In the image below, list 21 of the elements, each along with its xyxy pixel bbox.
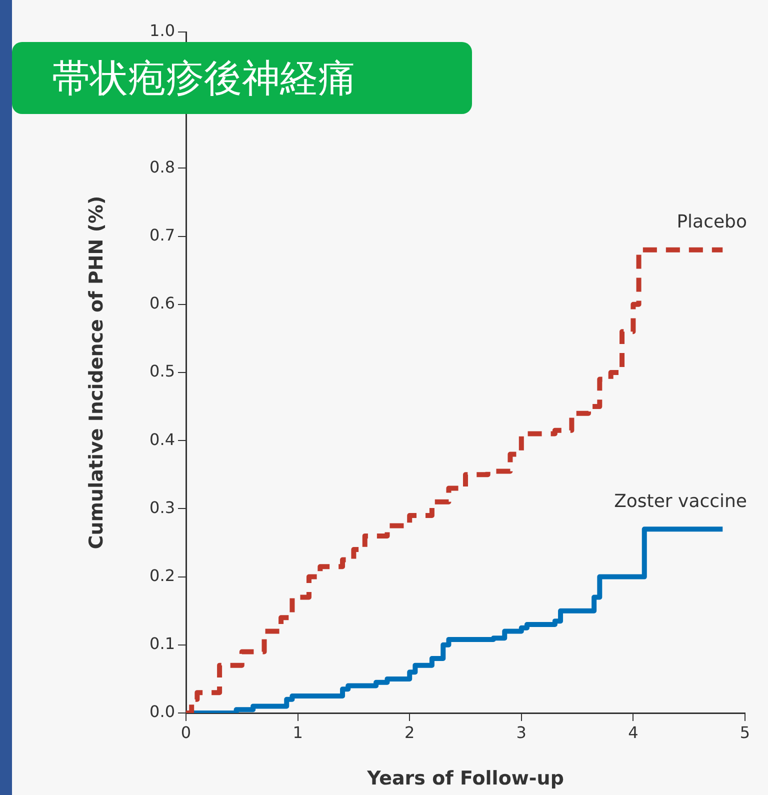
y-tick-label: 0.0 xyxy=(150,702,175,722)
y-tick-label: 0.3 xyxy=(150,498,175,517)
y-tick-label: 0.8 xyxy=(150,157,175,176)
y-tick-label: 1.0 xyxy=(150,21,175,40)
x-tick-label: 1 xyxy=(292,722,303,742)
y-tick-label: 0.1 xyxy=(150,634,175,654)
y-tick-label: 0.6 xyxy=(150,294,175,313)
series-label: Zoster vaccine xyxy=(614,490,747,512)
x-tick-label: 0 xyxy=(180,722,192,742)
x-tick-label: 2 xyxy=(404,722,415,742)
x-tick-label: 4 xyxy=(628,722,638,742)
y-tick-label: 0.2 xyxy=(150,566,175,585)
y-axis-title: Cumulative Incidence of PHN (%) xyxy=(85,196,108,550)
series-label: Placebo xyxy=(676,212,747,233)
text: 帯状疱疹後神経痛 xyxy=(52,56,356,100)
y-tick-label: 0.5 xyxy=(150,362,175,381)
y-tick-label: 0.4 xyxy=(150,430,175,449)
x-axis-title: Years of Follow-up xyxy=(366,768,564,790)
x-tick-label: 5 xyxy=(740,722,750,742)
y-tick-label: 0.7 xyxy=(150,225,175,244)
x-tick-label: 3 xyxy=(516,722,526,742)
